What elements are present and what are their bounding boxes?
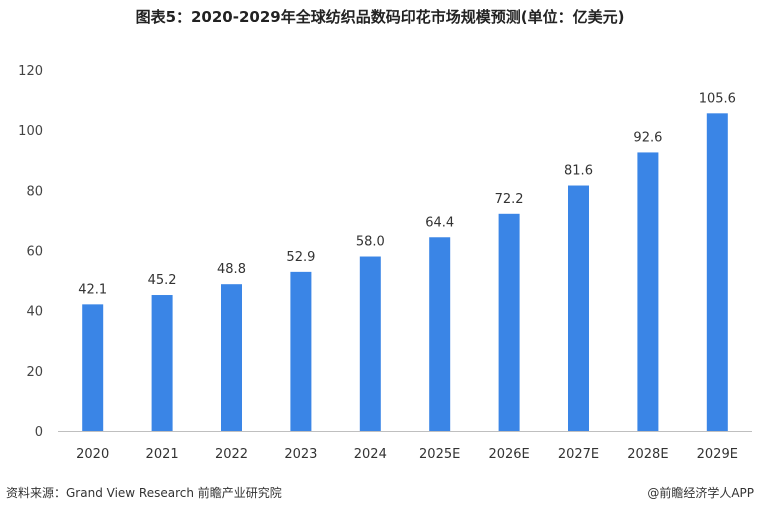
- bar-2023: [290, 271, 312, 431]
- data-label: 92.6: [633, 130, 662, 145]
- data-label: 58.0: [356, 235, 385, 250]
- y-tick-label: 40: [26, 305, 43, 320]
- data-labels: 42.1 45.2 48.8 52.9 58.0 64.4 72.2 81.6 92.6 105.…: [78, 91, 736, 297]
- x-tick-label: 2025E: [419, 447, 460, 462]
- data-label: 42.1: [78, 282, 107, 297]
- bar-2028E: [637, 152, 659, 431]
- y-tick-label: 100: [18, 124, 43, 139]
- data-label: 81.6: [564, 164, 593, 179]
- x-tick-label: 2023: [284, 447, 317, 462]
- y-tick-label: 20: [26, 365, 43, 380]
- bar-2021: [151, 295, 173, 431]
- data-label: 72.2: [495, 192, 524, 207]
- x-tick-label: 2020: [76, 447, 109, 462]
- bar-2025E: [429, 237, 451, 431]
- y-tick-label: 0: [35, 425, 43, 440]
- x-tick-label: 2029E: [697, 447, 738, 462]
- bar-2029E: [706, 113, 728, 431]
- bar-2024: [359, 256, 381, 431]
- x-tick-label: 2021: [146, 447, 179, 462]
- bar-2020: [82, 304, 104, 431]
- y-tick-label: 120: [18, 64, 43, 79]
- x-tick-label: 2022: [215, 447, 248, 462]
- bar-2026E: [498, 213, 520, 431]
- data-label: 105.6: [699, 91, 736, 106]
- bar-2022: [221, 284, 242, 431]
- data-label: 48.8: [217, 262, 246, 277]
- data-label: 45.2: [148, 273, 177, 288]
- x-tick-label: 2024: [354, 447, 387, 462]
- bar-series: [82, 113, 728, 431]
- credit-note: @前瞻经济学人APP: [647, 486, 754, 500]
- chart-title: 图表5：2020-2029年全球纺织品数码印花市场规模预测(单位：亿美元): [135, 8, 625, 26]
- source-note: 资料来源：Grand View Research 前瞻产业研究院: [6, 486, 282, 500]
- y-tick-label: 60: [26, 245, 43, 260]
- data-label: 64.4: [425, 215, 454, 230]
- x-tick-label: 2026E: [488, 447, 529, 462]
- bar-2027E: [568, 185, 589, 431]
- x-tick-label: 2027E: [558, 447, 599, 462]
- data-label: 52.9: [286, 250, 315, 265]
- y-tick-label: 80: [26, 184, 43, 199]
- x-axis-tick-labels: 2020 2021 2022 2023 2024 2025E 2026E 2027E 2028E…: [76, 447, 738, 462]
- x-tick-label: 2028E: [627, 447, 668, 462]
- y-axis-tick-labels: 0 20 40 60 80 100 120: [18, 64, 43, 440]
